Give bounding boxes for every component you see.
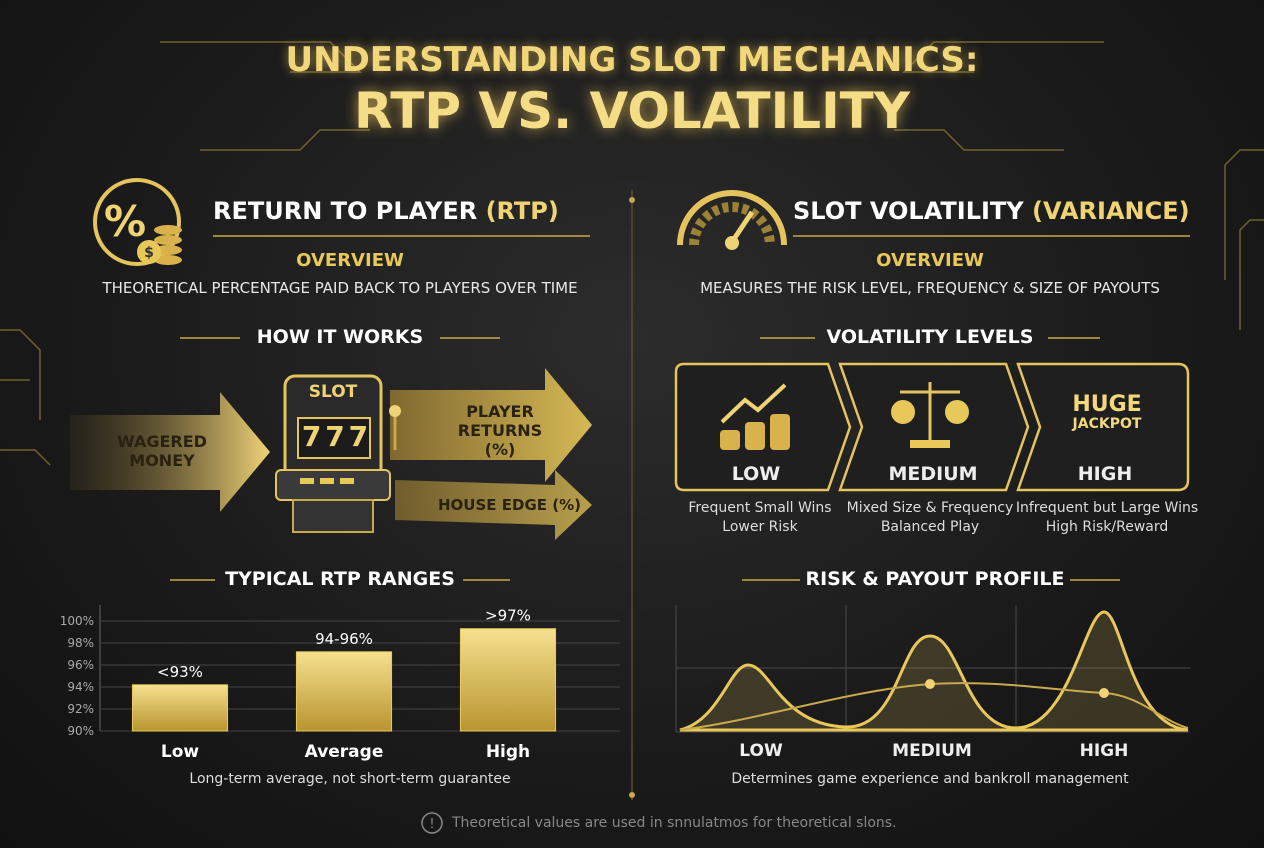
title: RTP VS. VOLATILITY: [353, 82, 910, 140]
jackpot-word: HUGE: [1072, 392, 1142, 417]
annotation: >97%: [485, 607, 531, 625]
y-tick-label: 98%: [67, 636, 94, 650]
profile-label: HIGH: [1079, 741, 1129, 761]
flow-input: WAGERED MONEY: [117, 432, 207, 470]
reel: 7: [348, 420, 369, 453]
machine-label: SLOT: [308, 382, 358, 402]
profile-note: Determines game experience and bankroll …: [731, 771, 1129, 787]
svg-text:$: $: [144, 245, 154, 261]
section-title-main: SLOT VOLATILITY: [793, 197, 1024, 225]
level-name: HIGH: [1077, 463, 1133, 485]
section-title: RETURN TO PLAYER (RTP): [213, 197, 559, 225]
overview-heading: OVERVIEW: [876, 250, 984, 271]
heading: RISK & PAYOUT PROFILE: [805, 568, 1065, 590]
y-tick-label: 90%: [67, 724, 94, 738]
overview-text: THEORETICAL PERCENTAGE PAID BACK TO PLAY…: [102, 279, 578, 297]
section-title-accent: (VARIANCE): [1032, 197, 1190, 225]
level-line: High Risk/Reward: [1045, 519, 1169, 535]
x-tick-label: Low: [161, 742, 200, 762]
y-tick-label: 100%: [60, 614, 94, 628]
bar: [459, 628, 557, 732]
overview-text: MEASURES THE RISK LEVEL, FREQUENCY & SIZ…: [700, 279, 1160, 297]
profile-label: MEDIUM: [892, 741, 972, 761]
annotation: <93%: [157, 663, 203, 681]
level-name: MEDIUM: [888, 463, 978, 485]
x-tick-label: High: [486, 742, 530, 762]
bar: [295, 651, 393, 732]
title: UNDERSTANDING SLOT MECHANICS:: [285, 40, 979, 80]
heading: VOLATILITY LEVELS: [826, 326, 1034, 348]
level-line: Frequent Small Wins: [688, 500, 832, 516]
heading: HOW IT WORKS: [256, 326, 424, 348]
y-tick-label: 96%: [67, 658, 94, 672]
level-desc: Mixed Size & Frequency Balanced Play: [838, 499, 1022, 537]
footer: Theoretical values are used in snnulatmo…: [452, 815, 897, 831]
level-desc: Frequent Small Wins Lower Risk: [670, 499, 850, 537]
jackpot-icon: HUGE JACKPOT: [1060, 392, 1154, 433]
reel: 7: [301, 420, 322, 453]
overview-heading: OVERVIEW: [296, 250, 404, 271]
reel: 7: [325, 420, 345, 453]
flow-edge: HOUSE EDGE (%): [438, 496, 581, 514]
level-line: Balanced Play: [880, 519, 980, 535]
svg-text:!: !: [429, 817, 434, 832]
chart-note: Long-term average, not short-term guaran…: [189, 771, 511, 787]
y-tick-label: 92%: [67, 702, 94, 716]
section-title-accent: (RTP): [485, 197, 559, 225]
flow-returns: PLAYER RETURNS (%): [457, 402, 543, 459]
profile-label: LOW: [739, 741, 783, 761]
section-title-main: RETURN TO PLAYER: [213, 197, 478, 225]
level-line: Infrequent but Large Wins: [1015, 500, 1199, 516]
level-name: LOW: [731, 463, 781, 485]
svg-text:%: %: [104, 197, 146, 246]
rtp-chart: 90% 92% 94% 96% 98% 100% Low <93% Average 94-96% H…: [60, 605, 620, 762]
x-tick-label: Average: [305, 742, 384, 762]
level-line: Mixed Size & Frequency: [846, 500, 1014, 516]
jackpot-word: JACKPOT: [1072, 416, 1142, 432]
level-line: Lower Risk: [722, 519, 798, 535]
level-desc: Infrequent but Large Wins High Risk/Rewar…: [1012, 499, 1202, 537]
annotation: 94-96%: [315, 630, 373, 648]
y-tick-label: 94%: [67, 680, 94, 694]
heading: TYPICAL RTP RANGES: [225, 568, 455, 590]
section-title: SLOT VOLATILITY (VARIANCE): [793, 197, 1190, 225]
bar: [131, 684, 229, 732]
